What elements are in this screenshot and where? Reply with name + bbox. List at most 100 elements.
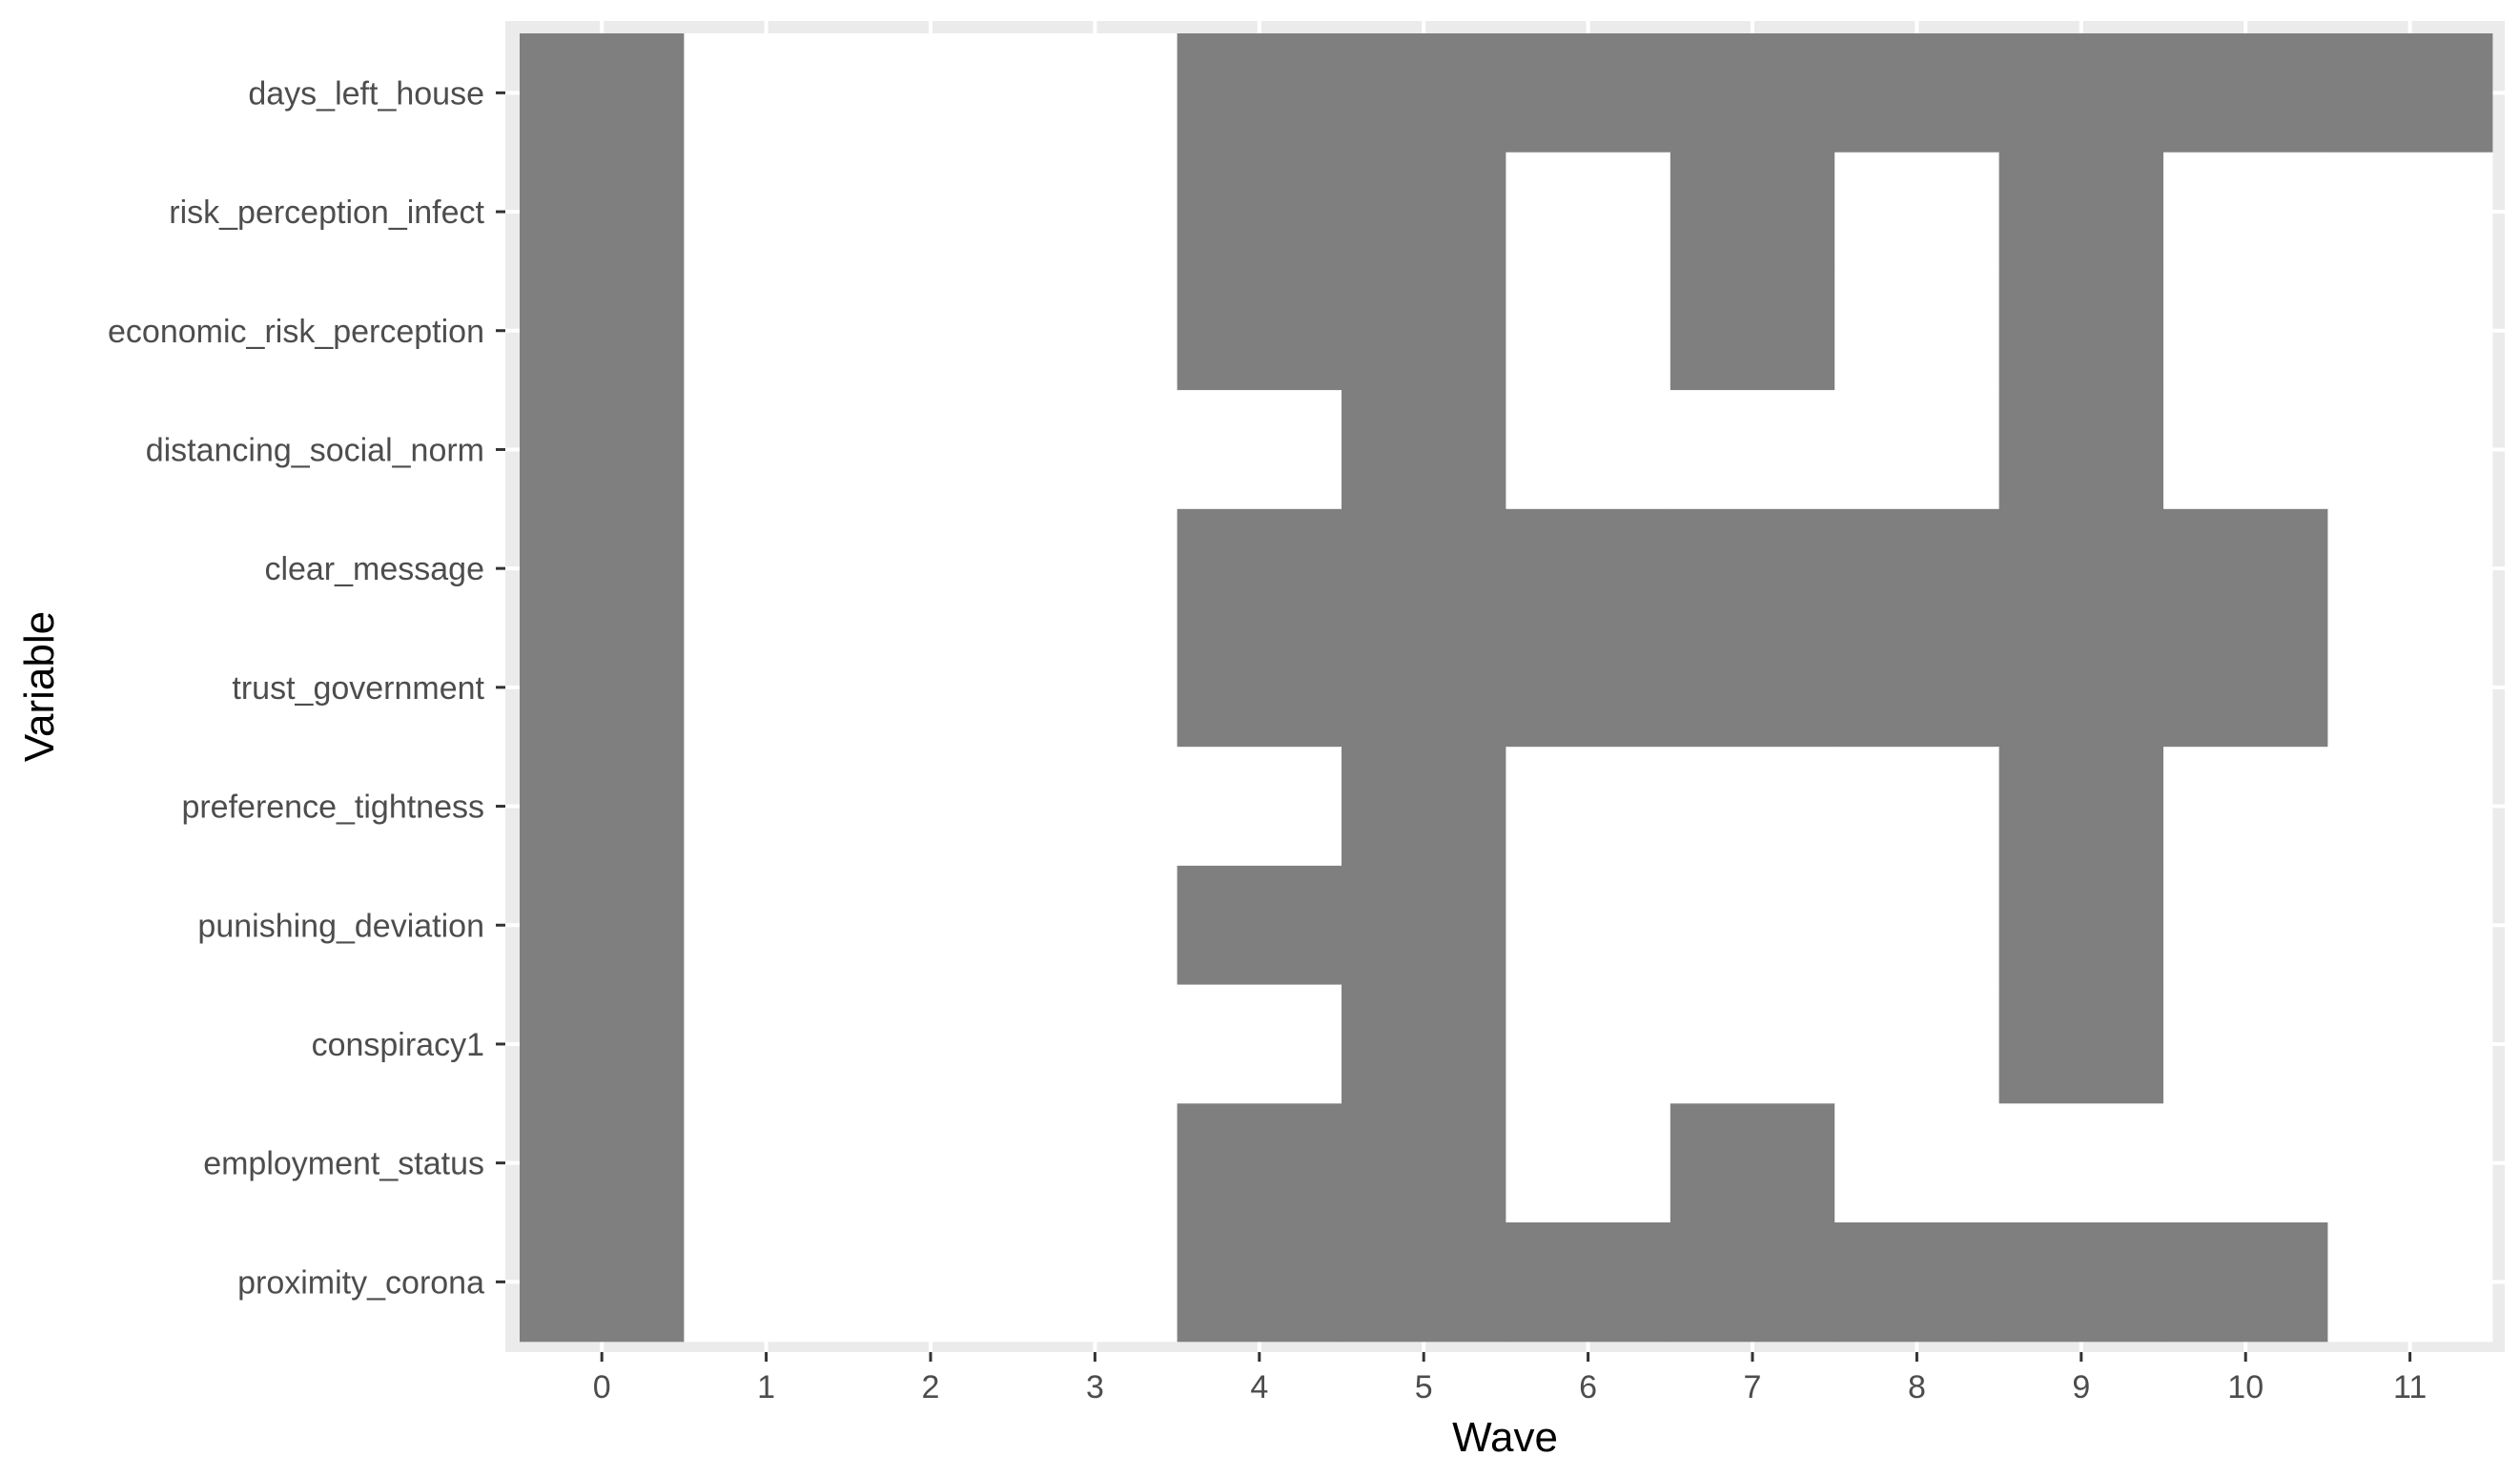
heatmap-cell (1342, 984, 1506, 1104)
heatmap-cell (2327, 33, 2493, 154)
x-tick-label: 8 (1908, 1369, 1926, 1405)
heatmap-cell (1342, 1222, 1506, 1343)
heatmap-cells (520, 33, 2493, 1343)
heatmap-cell (848, 390, 1014, 510)
heatmap-cell (1998, 1103, 2164, 1223)
heatmap-cell (1177, 1103, 1342, 1223)
heatmap-cell (848, 508, 1014, 629)
heatmap-cell (684, 508, 850, 629)
heatmap-cell (848, 33, 1014, 154)
heatmap-cell (1834, 865, 2000, 986)
heatmap-cell (1998, 390, 2164, 510)
heatmap-cell (1013, 33, 1178, 154)
x-tick-label: 10 (2227, 1369, 2264, 1405)
y-tick-label: trust_government (232, 670, 484, 707)
x-tick-label: 2 (922, 1369, 940, 1405)
heatmap-cell (1506, 1103, 1671, 1223)
heatmap-cell (848, 865, 1014, 986)
heatmap-cell (1670, 271, 1835, 391)
y-axis-title: Variable (16, 611, 63, 762)
heatmap-cell (1177, 1222, 1342, 1343)
heatmap-cell (1998, 1222, 2164, 1343)
heatmap-cell (520, 33, 685, 154)
heatmap-cell (2327, 390, 2493, 510)
heatmap-cell (2327, 152, 2493, 272)
heatmap-cell (684, 271, 850, 391)
heatmap-cell (684, 984, 850, 1104)
heatmap-cell (2163, 271, 2328, 391)
heatmap-cell (2163, 984, 2328, 1104)
heatmap-cell (520, 984, 685, 1104)
heatmap-cell (1177, 508, 1342, 629)
heatmap-cell (2163, 865, 2328, 986)
heatmap-cell (2163, 747, 2328, 867)
heatmap-cell (1177, 33, 1342, 154)
heatmap-cell (1506, 984, 1671, 1104)
heatmap-cell (1506, 152, 1671, 272)
heatmap-cell (848, 747, 1014, 867)
x-tick-label: 7 (1744, 1369, 1762, 1405)
heatmap-cell (684, 747, 850, 867)
heatmap-cell (1506, 33, 1671, 154)
x-tick-label: 5 (1415, 1369, 1433, 1405)
heatmap-cell (1177, 984, 1342, 1104)
x-tick-label: 9 (2072, 1369, 2090, 1405)
heatmap-cell (1834, 271, 2000, 391)
heatmap-cell (2163, 152, 2328, 272)
heatmap-cell (520, 865, 685, 986)
heatmap-cell (1177, 271, 1342, 391)
heatmap-cell (1670, 865, 1835, 986)
heatmap-cell (1834, 152, 2000, 272)
heatmap-cell (1670, 627, 1835, 748)
heatmap-cell (684, 152, 850, 272)
heatmap-cell (1670, 33, 1835, 154)
heatmap-cell (2163, 390, 2328, 510)
heatmap-cell (684, 865, 850, 986)
heatmap-cell (2327, 1103, 2493, 1223)
heatmap-cell (848, 271, 1014, 391)
heatmap-cell (2327, 627, 2493, 748)
heatmap-cell (1998, 747, 2164, 867)
y-tick-label: proximity_corona (237, 1264, 484, 1301)
y-tick-label: days_left_house (248, 75, 484, 112)
heatmap-cell (520, 1103, 685, 1223)
heatmap-cell (684, 33, 850, 154)
heatmap-cell (1013, 984, 1178, 1104)
heatmap-cell (1834, 390, 2000, 510)
heatmap-cell (1013, 271, 1178, 391)
heatmap-cell (1177, 865, 1342, 986)
heatmap-cell (520, 271, 685, 391)
heatmap-cell (1670, 390, 1835, 510)
heatmap-cell (520, 508, 685, 629)
heatmap-cell (1342, 152, 1506, 272)
x-tick-label: 0 (593, 1369, 611, 1405)
heatmap-cell (1013, 1222, 1178, 1343)
heatmap-cell (1998, 33, 2164, 154)
heatmap-cell (1342, 508, 1506, 629)
heatmap-cell (1998, 627, 2164, 748)
heatmap-cell (1342, 271, 1506, 391)
heatmap-cell (848, 627, 1014, 748)
heatmap-cell (1670, 508, 1835, 629)
heatmap-cell (1834, 627, 2000, 748)
heatmap-cell (1506, 865, 1671, 986)
heatmap-cell (2163, 1222, 2328, 1343)
x-tick-label: 6 (1579, 1369, 1597, 1405)
heatmap-cell (2163, 33, 2328, 154)
heatmap-cell (1998, 865, 2164, 986)
heatmap-cell (1834, 1222, 2000, 1343)
heatmap-cell (1506, 390, 1671, 510)
heatmap-cell (848, 152, 1014, 272)
heatmap-cell (520, 627, 685, 748)
heatmap-cell (520, 1222, 685, 1343)
heatmap-cell (1013, 627, 1178, 748)
y-tick-label: clear_message (264, 551, 484, 587)
heatmap-cell (1013, 508, 1178, 629)
heatmap-cell (2327, 508, 2493, 629)
y-tick-label: distancing_social_norm (146, 432, 484, 468)
heatmap-cell (848, 1222, 1014, 1343)
heatmap-cell (1506, 747, 1671, 867)
y-tick-label: punishing_deviation (197, 908, 484, 944)
heatmap-cell (1670, 152, 1835, 272)
